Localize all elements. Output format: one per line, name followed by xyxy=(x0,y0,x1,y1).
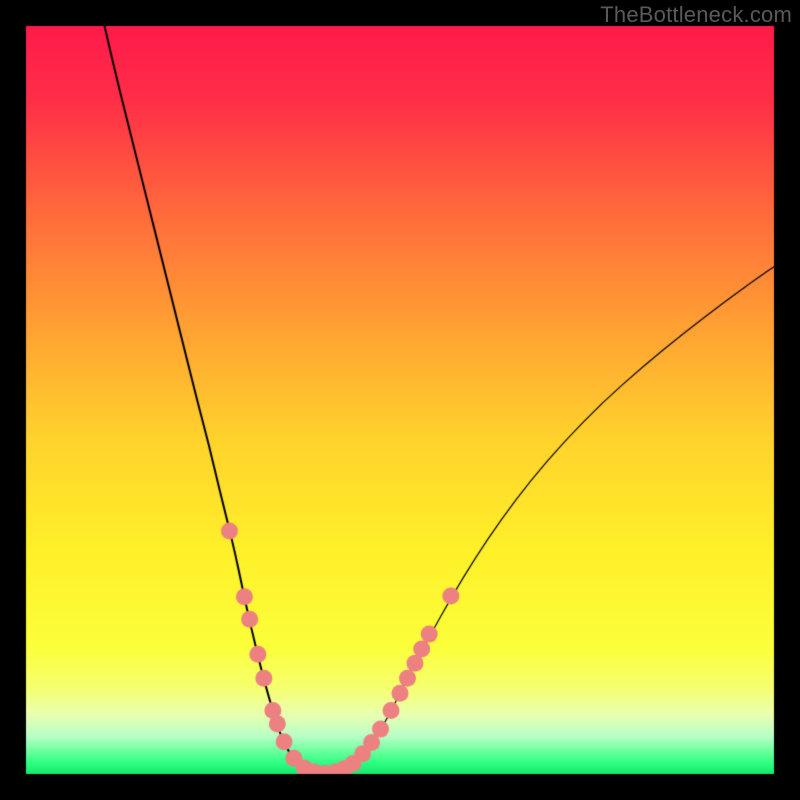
watermark-text: TheBottleneck.com xyxy=(600,2,792,28)
chart-container: TheBottleneck.com xyxy=(0,0,800,800)
bottleneck-curve-chart xyxy=(0,0,800,800)
